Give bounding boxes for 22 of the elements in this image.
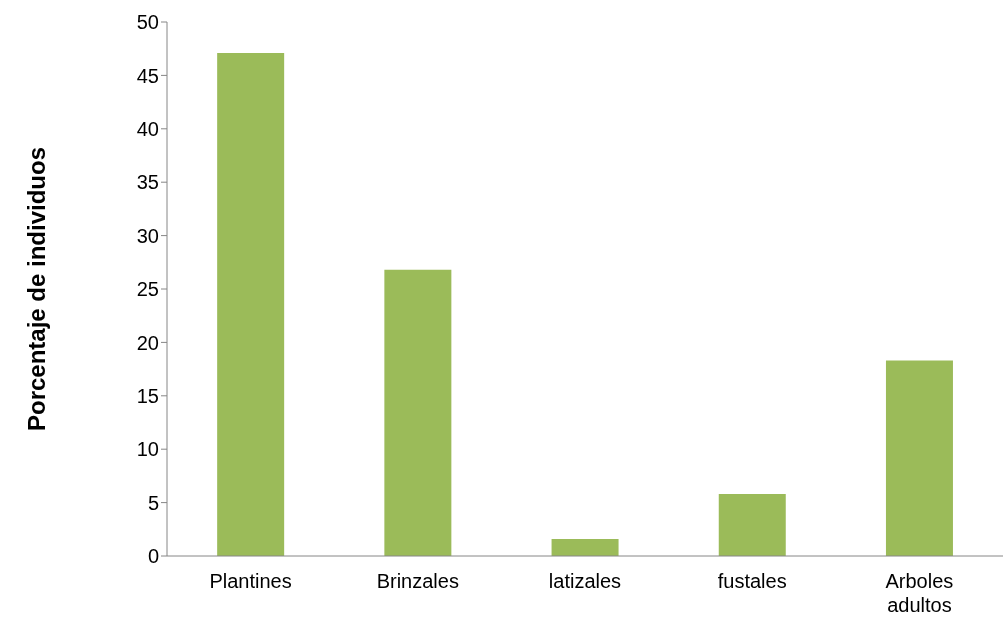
y-tick-label: 40 [136, 117, 159, 140]
y-tick-label: 5 [147, 491, 159, 514]
bar [885, 360, 953, 556]
y-tick-label: 30 [136, 224, 159, 247]
y-tick-label: 15 [136, 384, 159, 407]
bar [384, 269, 452, 556]
y-tick-label: 45 [136, 64, 159, 87]
y-tick-label: 25 [136, 278, 159, 301]
x-tick-label: Brinzales [376, 570, 459, 592]
x-tick-label: latizales [548, 570, 622, 592]
x-tick-label: fustales [717, 570, 787, 592]
bar [718, 494, 786, 556]
y-tick-label: 35 [136, 171, 159, 194]
x-tick-label: Plantines [209, 570, 292, 592]
y-tick-label: 20 [136, 331, 159, 354]
bar [551, 538, 619, 556]
y-tick-label: 10 [136, 438, 159, 461]
y-tick-label: 0 [147, 545, 159, 568]
x-tick-label: Arboles adultos [885, 570, 954, 616]
bar [217, 52, 285, 556]
y-axis-title: Porcentaje de individuos [22, 146, 50, 432]
y-tick-label: 50 [136, 11, 159, 34]
